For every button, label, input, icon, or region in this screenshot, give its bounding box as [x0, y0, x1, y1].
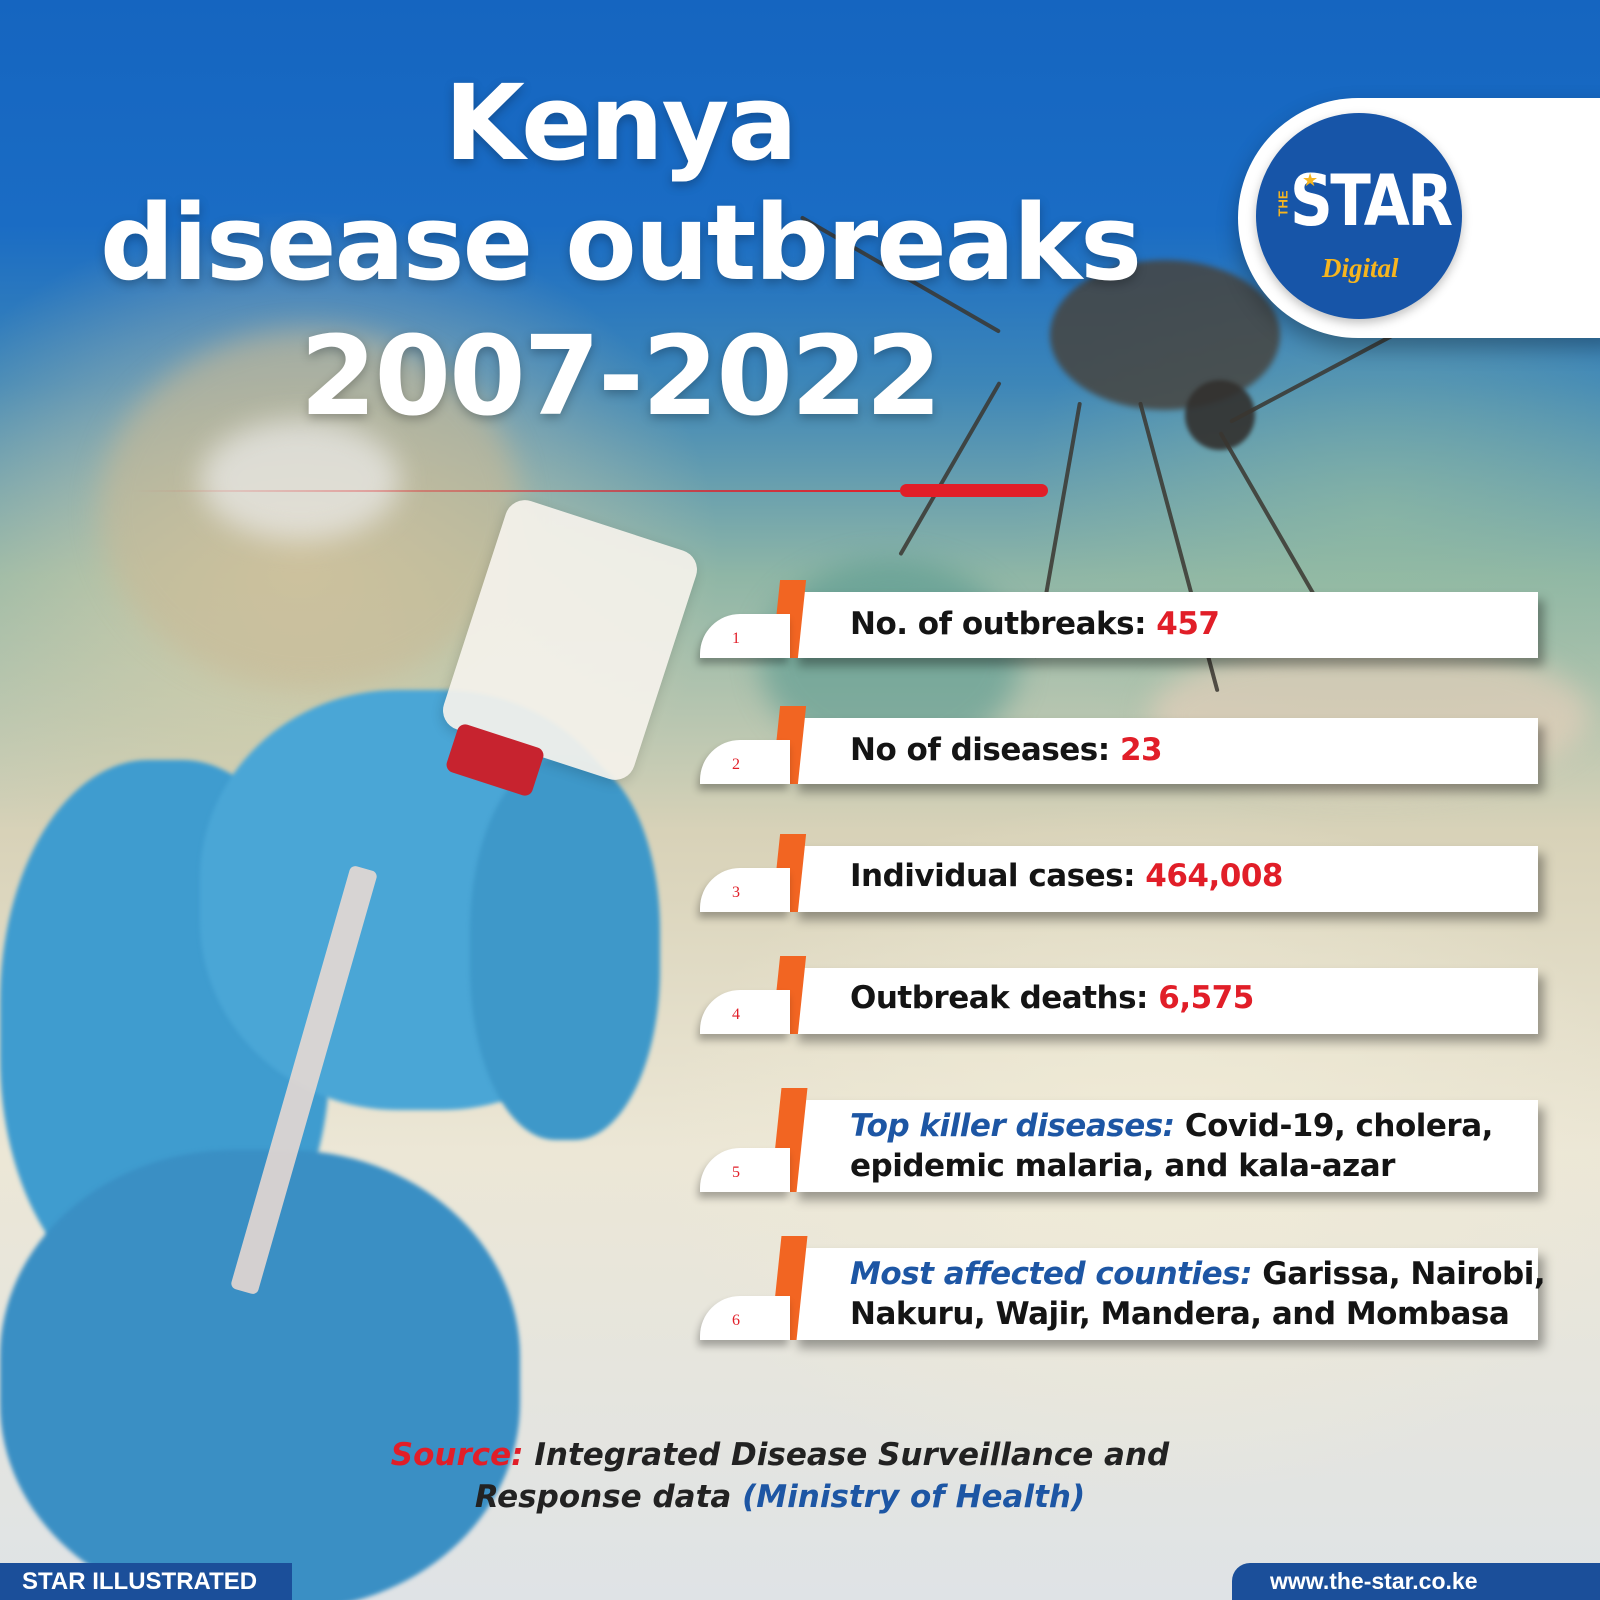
stat-detail-1: Covid-19, cholera,	[1174, 1108, 1494, 1144]
row-line-1: Top killer diseases: Covid-19, cholera,	[850, 1106, 1493, 1146]
source-text-1: Integrated Disease Surveillance and	[523, 1437, 1170, 1473]
stat-detail-1: Garissa, Nairobi,	[1251, 1256, 1546, 1292]
stat-label: Outbreak deaths:	[850, 980, 1159, 1016]
stat-label: Individual cases:	[850, 858, 1146, 894]
row-number-tab: 1	[700, 614, 790, 658]
source-ministry: (Ministry of Health)	[742, 1479, 1086, 1515]
title-divider	[130, 490, 900, 492]
logo-disc	[1256, 113, 1462, 319]
source-line-2: Response data (Ministry of Health)	[0, 1479, 1560, 1515]
row-number: 1	[732, 630, 740, 647]
row-number: 3	[732, 884, 740, 901]
row-number: 6	[732, 1312, 740, 1329]
stat-value: 6,575	[1158, 980, 1254, 1016]
logo-star-icon: ★	[1302, 170, 1319, 190]
row-number-tab: 6	[700, 1296, 790, 1340]
row-text: No. of outbreaks: 457	[850, 606, 1220, 642]
stat-label: No of diseases:	[850, 732, 1120, 768]
stat-value: 23	[1119, 732, 1163, 768]
row-line-1: Most affected counties: Garissa, Nairobi…	[850, 1254, 1546, 1294]
stat-row-top-killers: 5 Top killer diseases: Covid-19, cholera…	[700, 1088, 1538, 1192]
title-divider-accent	[900, 484, 1048, 497]
stat-row-cases: 3 Individual cases: 464,008	[700, 834, 1538, 912]
row-text: Outbreak deaths: 6,575	[850, 980, 1254, 1016]
row-bar	[792, 1248, 1538, 1340]
footer-credit: STAR ILLUSTRATED	[0, 1563, 292, 1600]
row-text: Top killer diseases: Covid-19, cholera, …	[850, 1106, 1493, 1186]
stat-value: 457	[1156, 606, 1220, 642]
row-number-tab: 2	[700, 740, 790, 784]
row-bar	[792, 968, 1538, 1034]
row-number-tab: 5	[700, 1148, 790, 1192]
stat-detail-2: Nakuru, Wajir, Mandera, and Mombasa	[850, 1296, 1510, 1332]
glove-finger	[470, 760, 660, 1140]
row-bar	[792, 718, 1538, 784]
title-line-3: 2007-2022	[300, 312, 942, 440]
row-number: 5	[732, 1164, 740, 1181]
row-number: 2	[732, 756, 740, 773]
stat-label: Top killer diseases:	[850, 1108, 1175, 1144]
row-bar	[792, 846, 1538, 912]
row-bar	[792, 1100, 1538, 1192]
row-number-tab: 4	[700, 990, 790, 1034]
row-bar	[792, 592, 1538, 658]
logo-the-text: THE	[1275, 190, 1291, 217]
title-line-1: Kenya	[444, 62, 797, 184]
title-line-2: disease outbreaks	[99, 182, 1142, 304]
row-text: Individual cases: 464,008	[850, 858, 1283, 894]
stat-row-outbreaks: 1 No. of outbreaks: 457	[700, 580, 1538, 658]
footer-credit-text: STAR ILLUSTRATED	[22, 1568, 258, 1595]
logo-digital-text: Digital	[1322, 253, 1399, 283]
row-number-tab: 3	[700, 868, 790, 912]
mosquito-body	[1050, 260, 1280, 410]
stat-detail-2: epidemic malaria, and kala-azar	[850, 1148, 1395, 1184]
stat-value: 464,008	[1145, 858, 1283, 894]
stat-row-affected-counties: 6 Most affected counties: Garissa, Nairo…	[700, 1236, 1546, 1340]
row-text: No of diseases: 23	[850, 732, 1163, 768]
stat-row-diseases: 2 No of diseases: 23	[700, 706, 1538, 784]
background-mask-blur	[200, 420, 400, 540]
row-number: 4	[732, 1006, 740, 1023]
row-text: Most affected counties: Garissa, Nairobi…	[850, 1254, 1546, 1334]
footer-website-text: www.the-star.co.ke	[1270, 1568, 1478, 1594]
stat-label: No. of outbreaks:	[850, 606, 1157, 642]
stat-row-deaths: 4 Outbreak deaths: 6,575	[700, 956, 1538, 1034]
source-label: Source:	[390, 1437, 524, 1473]
source-text-2: Response data	[474, 1479, 743, 1515]
footer-website-link[interactable]: www.the-star.co.ke	[1232, 1563, 1600, 1600]
logo-star-text: STAR	[1290, 160, 1453, 242]
source-line-1: Source: Integrated Disease Surveillance …	[0, 1437, 1560, 1473]
stat-label: Most affected counties:	[850, 1256, 1252, 1292]
